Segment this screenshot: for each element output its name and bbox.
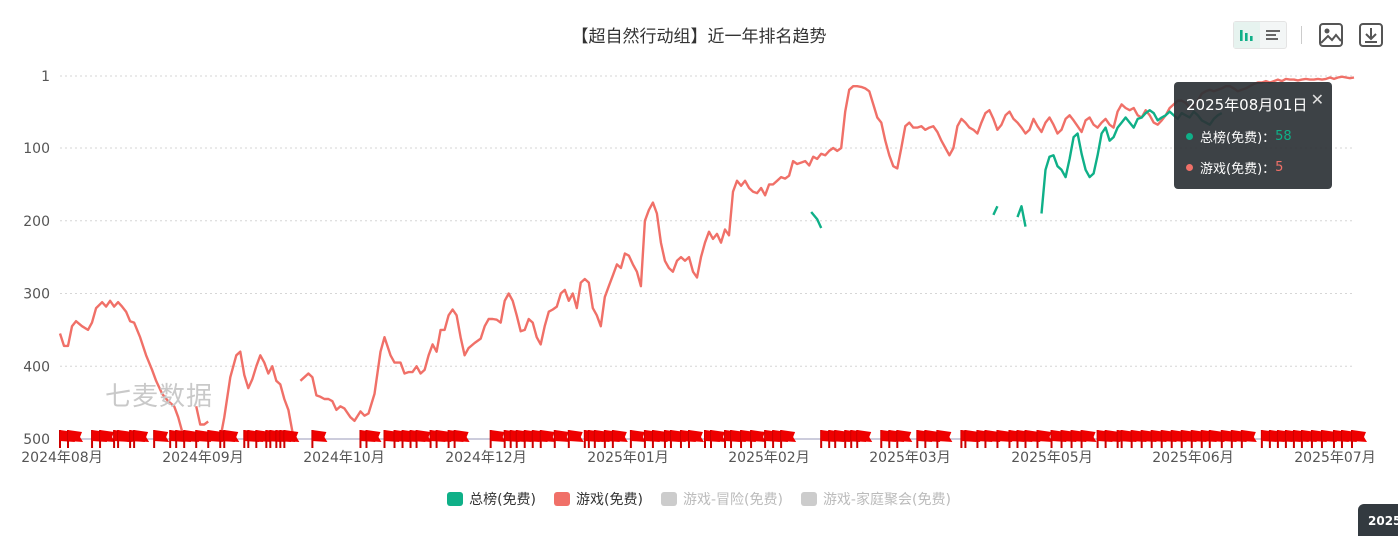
flag-marker [687, 430, 704, 448]
x-tick-label: 2025年01月 [587, 450, 668, 466]
legend-swatch [660, 492, 677, 506]
series-dot [1186, 133, 1193, 140]
tooltip-value: 58 [1275, 129, 1292, 144]
grid-lines [60, 75, 1354, 440]
flag-marker [1080, 430, 1097, 448]
flag-marker [936, 430, 953, 448]
flag-marker [539, 430, 556, 448]
series-line [992, 205, 999, 216]
legend-label: 总榜(免费) [469, 492, 537, 508]
flag-marker [67, 430, 84, 448]
flag-marker [99, 430, 116, 448]
chart-toolbar [1233, 20, 1386, 50]
watermark: 七麦数据 [105, 382, 214, 412]
rank-trend-chart: 1 100 200 300 400 500 2024年08月 2024年09月 2024年10… [21, 69, 1375, 466]
data-tooltip: 2025年08月01日 ✕ 总榜(免费)： 58 游戏(免费)： 5 [1174, 82, 1332, 189]
flag-marker [780, 430, 797, 448]
y-tick-label: 1 [41, 69, 50, 85]
legend-swatch [447, 492, 464, 506]
series-line [1016, 204, 1027, 227]
corner-date-tag: 2025 [1358, 504, 1398, 536]
close-icon[interactable]: ✕ [1310, 90, 1324, 109]
legend-label: 游戏(免费) [576, 492, 643, 508]
flag-marker [153, 430, 170, 448]
tooltip-date: 2025年08月01日 [1186, 96, 1308, 114]
y-tick-label: 200 [23, 214, 50, 230]
y-tick-label: 300 [23, 287, 50, 303]
x-tick-label: 2024年08月 [21, 450, 102, 466]
legend-label: 游戏-冒险(免费) [682, 492, 783, 508]
flag-marker [1350, 430, 1367, 448]
chart-title: 【超自然行动组】近一年排名趋势 [571, 27, 827, 47]
legend-item-adventure[interactable]: 游戏-冒险(免费) [660, 489, 783, 509]
x-tick-label: 2024年12月 [445, 450, 526, 466]
toolbar-divider [1301, 26, 1302, 44]
image-download-icon[interactable] [1316, 20, 1346, 50]
flag-marker [567, 430, 584, 448]
x-tick-label: 2025年03月 [869, 450, 950, 466]
view-toggle-group [1233, 21, 1287, 49]
tooltip-row-overall: 总榜(免费)： 58 [1186, 127, 1320, 146]
series-line [219, 350, 298, 440]
tooltip-label: 游戏(免费)： [1200, 162, 1276, 177]
flag-marker [283, 430, 300, 448]
flag-marker [415, 430, 432, 448]
legend-swatch [554, 492, 571, 506]
flag-marker [896, 430, 913, 448]
y-axis-ticks: 1 100 200 300 400 500 [23, 69, 50, 448]
list-icon[interactable] [1260, 22, 1286, 48]
legend-item-games[interactable]: 游戏(免费) [554, 489, 643, 509]
legend-item-party[interactable]: 游戏-家庭聚会(免费) [800, 489, 951, 509]
x-tick-label: 2025年05月 [1011, 450, 1092, 466]
legend-item-overall[interactable]: 总榜(免费) [447, 489, 536, 509]
chart-legend: 总榜(免费) 游戏(免费) 游戏-冒险(免费) 游戏-家庭聚会(免费) [0, 489, 1398, 509]
legend-label: 游戏-家庭聚会(免费) [822, 492, 951, 508]
tooltip-label: 总榜(免费)： [1200, 131, 1276, 146]
flag-marker [223, 430, 240, 448]
series-lines [58, 75, 1355, 440]
flag-marker [750, 430, 767, 448]
flag-marker [1240, 430, 1257, 448]
tooltip-value: 5 [1275, 160, 1284, 175]
x-tick-label: 2025年06月 [1152, 450, 1233, 466]
x-tick-label: 2024年10月 [303, 450, 384, 466]
flag-marker [553, 430, 570, 448]
flag-marker [453, 430, 470, 448]
series-dot [1186, 164, 1193, 171]
series-line [810, 211, 823, 229]
x-tick-label: 2025年02月 [728, 450, 809, 466]
series-line [195, 406, 209, 426]
tooltip-row-games: 游戏(免费)： 5 [1186, 158, 1320, 177]
y-tick-label: 100 [23, 141, 50, 157]
flag-marker [133, 430, 150, 448]
y-tick-label: 400 [23, 359, 50, 375]
series-line [58, 299, 188, 440]
flag-marker [1036, 430, 1053, 448]
x-tick-label: 2025年07月 [1294, 450, 1375, 466]
flag-marker [311, 430, 328, 448]
x-axis-ticks: 2024年08月 2024年09月 2024年10月 2024年12月 2025年01月… [21, 450, 1375, 466]
flag-marker [710, 430, 727, 448]
flag-marker [629, 430, 646, 448]
download-icon[interactable] [1356, 20, 1386, 50]
y-tick-label: 500 [23, 432, 50, 448]
flag-marker [489, 430, 506, 448]
flag-marker [365, 430, 382, 448]
event-markers [59, 430, 1367, 448]
bar-chart-icon[interactable] [1234, 22, 1260, 48]
legend-swatch [800, 492, 817, 506]
flag-marker [611, 430, 628, 448]
flag-marker [856, 430, 873, 448]
x-tick-label: 2024年09月 [162, 450, 243, 466]
